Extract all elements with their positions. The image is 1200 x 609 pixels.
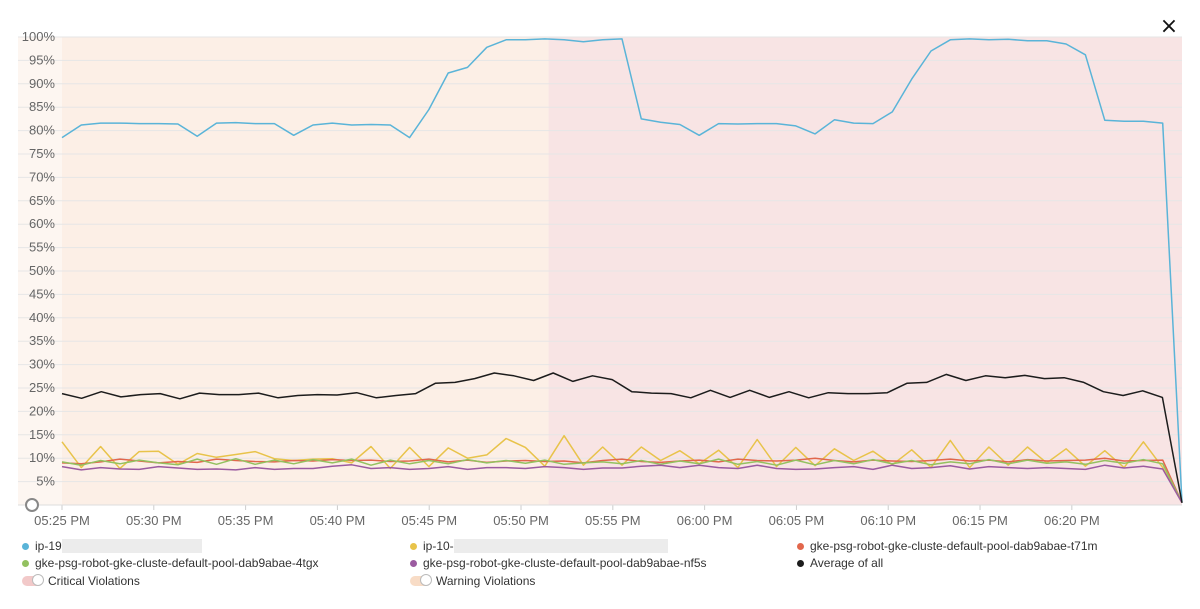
legend-dot bbox=[22, 559, 29, 567]
warning-violations-label: Warning Violations bbox=[436, 574, 536, 588]
x-tick-label: 06:10 PM bbox=[860, 513, 916, 528]
x-tick-label: 05:55 PM bbox=[585, 513, 641, 528]
legend-item-4tgx[interactable]: gke-psg-robot-gke-cluste-default-pool-da… bbox=[22, 554, 319, 572]
y-tick-label: 80% bbox=[29, 123, 55, 138]
x-tick-label: 06:00 PM bbox=[677, 513, 733, 528]
y-tick-label: 85% bbox=[29, 99, 55, 114]
series-line bbox=[61, 464, 1183, 504]
x-tick-label: 05:30 PM bbox=[126, 513, 182, 528]
y-tick-label: 90% bbox=[29, 76, 55, 91]
legend-dot bbox=[22, 542, 29, 550]
legend-label: gke-psg-robot-gke-cluste-default-pool-da… bbox=[423, 556, 707, 570]
toggle-switch[interactable] bbox=[22, 574, 44, 586]
x-tick-label: 05:40 PM bbox=[310, 513, 366, 528]
y-tick-label: 30% bbox=[29, 357, 55, 372]
y-tick-label: 45% bbox=[29, 286, 55, 301]
close-button[interactable]: × bbox=[1159, 14, 1179, 39]
y-tick-label: 95% bbox=[29, 52, 55, 67]
x-tick-label: 05:45 PM bbox=[401, 513, 457, 528]
x-tick-label: 05:35 PM bbox=[218, 513, 274, 528]
legend-dot bbox=[410, 559, 417, 567]
redaction-mask bbox=[453, 539, 668, 553]
y-tick-label: 5% bbox=[36, 474, 55, 489]
legend-dot bbox=[410, 542, 417, 550]
legend-item-nf5s[interactable]: gke-psg-robot-gke-cluste-default-pool-da… bbox=[410, 554, 707, 572]
y-tick-label: 25% bbox=[29, 380, 55, 395]
y-tick-label: 50% bbox=[29, 263, 55, 278]
critical-violations-label: Critical Violations bbox=[48, 574, 140, 588]
critical-violations-toggle[interactable]: Critical Violations bbox=[22, 572, 140, 590]
x-tick-label: 05:50 PM bbox=[493, 513, 549, 528]
legend-label: ip-10- bbox=[423, 539, 454, 553]
series-line bbox=[61, 457, 1183, 504]
y-tick-label: 70% bbox=[29, 169, 55, 184]
warning-violations-toggle[interactable]: Warning Violations bbox=[410, 572, 535, 590]
legend-label: Average of all bbox=[810, 556, 884, 570]
line-chart: 5% 10% 15% 20% 25% 30% 35% 40% 45% 50% 55% 60% 65% 70… bbox=[18, 29, 1183, 528]
legend-label: gke-psg-robot-gke-cluste-default-pool-da… bbox=[810, 539, 1098, 553]
y-tick-label: 35% bbox=[29, 333, 55, 348]
legend-dot bbox=[797, 559, 804, 567]
y-tick-label: 10% bbox=[29, 450, 55, 465]
series-line bbox=[61, 372, 1183, 503]
y-tick-label: 40% bbox=[29, 310, 55, 325]
x-tick-label: 06:15 PM bbox=[952, 513, 1008, 528]
y-tick-label: 65% bbox=[29, 193, 55, 208]
y-tick-label: 55% bbox=[29, 240, 55, 255]
legend-item-ip-19[interactable]: ip-19 bbox=[22, 537, 202, 555]
legend-label: ip-19 bbox=[35, 539, 62, 553]
legend-item-ip-10[interactable]: ip-10- bbox=[410, 537, 668, 555]
zoom-handle-icon bbox=[25, 498, 39, 512]
toggle-switch[interactable] bbox=[410, 574, 432, 586]
x-tick-label: 06:05 PM bbox=[769, 513, 825, 528]
legend-label: gke-psg-robot-gke-cluste-default-pool-da… bbox=[35, 556, 319, 570]
y-tick-label: 60% bbox=[29, 216, 55, 231]
series-line bbox=[61, 38, 1183, 503]
redaction-mask bbox=[61, 539, 202, 553]
legend-dot bbox=[797, 542, 804, 550]
series-line bbox=[61, 434, 1183, 504]
legend-item-average[interactable]: Average of all bbox=[797, 554, 883, 572]
y-tick-label: 20% bbox=[29, 403, 55, 418]
y-tick-label: 15% bbox=[29, 427, 55, 442]
legend-item-t71m[interactable]: gke-psg-robot-gke-cluste-default-pool-da… bbox=[797, 537, 1098, 555]
y-tick-label: 100% bbox=[22, 29, 56, 44]
x-tick-label: 05:25 PM bbox=[34, 513, 90, 528]
y-tick-label: 75% bbox=[29, 146, 55, 161]
x-tick-label: 06:20 PM bbox=[1044, 513, 1100, 528]
